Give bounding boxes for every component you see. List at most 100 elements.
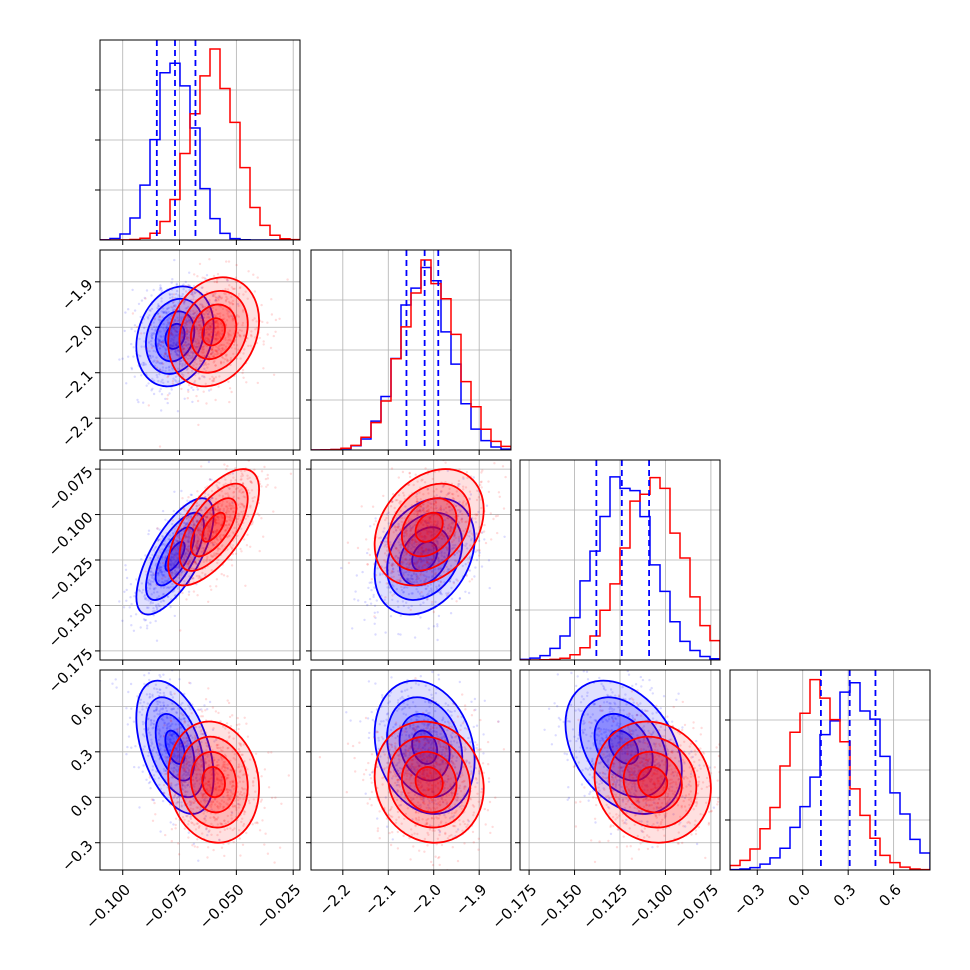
scatter-point (196, 529, 199, 533)
scatter-point (181, 344, 184, 348)
scatter-point (184, 352, 187, 355)
density-fill (179, 290, 248, 373)
scatter-point (172, 788, 175, 792)
scatter-point (162, 767, 166, 771)
scatter-point (474, 513, 477, 516)
scatter-point (218, 547, 222, 551)
scatter-point (222, 361, 225, 364)
scatter-point (185, 548, 189, 551)
scatter-point (210, 822, 213, 826)
scatter-point (200, 792, 203, 795)
scatter-point (406, 543, 410, 547)
scatter-point (198, 377, 201, 381)
scatter-point (218, 802, 221, 805)
scatter-point (395, 587, 398, 591)
scatter-point (165, 326, 168, 329)
scatter-point (445, 516, 449, 519)
scatter-point (171, 548, 174, 551)
scatter-point (182, 561, 185, 564)
scatter-point (443, 556, 446, 559)
scatter-point (146, 702, 149, 705)
scatter-point (204, 361, 207, 364)
scatter-point (171, 333, 174, 336)
scatter-point (180, 387, 183, 391)
scatter-point (181, 544, 184, 547)
scatter-point (421, 550, 425, 553)
scatter-point (157, 566, 161, 569)
scatter-point (229, 504, 232, 507)
scatter-point (433, 502, 436, 506)
scatter-point (150, 339, 153, 343)
scatter-point (149, 774, 152, 777)
scatter-point (394, 529, 398, 532)
scatter-point (166, 722, 169, 726)
scatter-point (197, 329, 200, 333)
scatter-point (234, 758, 237, 761)
scatter-point (195, 290, 198, 294)
scatter-point (449, 528, 452, 531)
scatter-point (252, 273, 255, 276)
scatter-point (175, 292, 178, 296)
scatter-point (133, 765, 136, 769)
scatter-point (146, 581, 150, 585)
scatter-point (179, 573, 182, 576)
scatter-point (159, 688, 162, 691)
scatter-point (201, 318, 204, 322)
scatter-point (135, 656, 137, 658)
scatter-point (389, 615, 393, 618)
scatter-point (433, 532, 436, 536)
scatter-point (203, 367, 206, 370)
scatter-point (165, 709, 169, 713)
scatter-point (164, 369, 167, 373)
scatter-point (248, 476, 251, 479)
scatter-point (211, 530, 215, 534)
scatter-point (213, 552, 216, 555)
scatter-point (158, 390, 161, 393)
scatter-point (401, 470, 405, 474)
scatter-point (444, 461, 447, 464)
scatter-point (374, 574, 378, 577)
scatter-point (156, 571, 160, 575)
scatter-point (171, 366, 174, 370)
scatter-point (222, 574, 226, 577)
scatter-point (386, 513, 389, 516)
scatter-point (207, 315, 210, 319)
scatter-point (138, 589, 142, 593)
scatter-point (183, 580, 186, 583)
scatter-point (252, 798, 255, 801)
scatter-point (185, 354, 189, 357)
scatter-point (166, 380, 170, 383)
scatter-point (214, 522, 217, 525)
scatter-point (224, 300, 228, 303)
scatter-point (424, 564, 427, 567)
scatter-point (450, 508, 454, 511)
scatter-point (177, 801, 180, 804)
scatter-point (213, 517, 217, 520)
scatter-point (390, 467, 394, 470)
scatter-point (224, 528, 228, 532)
scatter-point (244, 517, 247, 520)
scatter-point (221, 516, 225, 519)
scatter-point (413, 563, 416, 566)
scatter-point (187, 796, 190, 799)
scatter-point (402, 591, 405, 594)
scatter-point (194, 544, 198, 547)
scatter-point (206, 515, 209, 519)
scatter-point (226, 575, 229, 578)
scatter-point (184, 334, 187, 337)
scatter-point (421, 519, 424, 522)
scatter-point (171, 519, 175, 522)
scatter-point (401, 516, 404, 520)
scatter-point (191, 508, 194, 511)
scatter-point (231, 315, 234, 318)
scatter-point (229, 514, 232, 517)
scatter-point (187, 764, 191, 767)
scatter-point (412, 519, 415, 522)
scatter-point (213, 319, 216, 322)
scatter-point (195, 737, 198, 740)
scatter-point (370, 581, 373, 584)
scatter-point (426, 598, 429, 601)
scatter-point (170, 572, 173, 575)
scatter-point (232, 779, 235, 782)
scatter-point (142, 701, 146, 704)
